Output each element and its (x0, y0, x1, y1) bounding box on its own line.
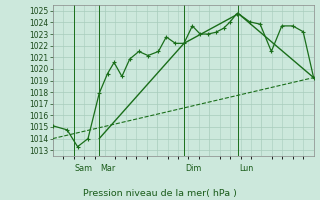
Text: Pression niveau de la mer( hPa ): Pression niveau de la mer( hPa ) (83, 189, 237, 198)
Text: Dim: Dim (185, 164, 201, 173)
Text: Mar: Mar (100, 164, 116, 173)
Text: Sam: Sam (75, 164, 93, 173)
Text: Lun: Lun (240, 164, 254, 173)
